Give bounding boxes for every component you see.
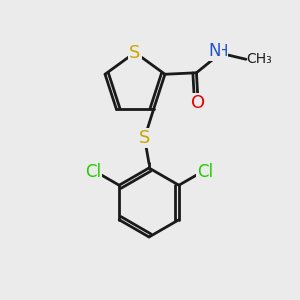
Text: H: H — [216, 44, 228, 59]
Text: N: N — [208, 42, 221, 60]
Text: S: S — [129, 44, 141, 62]
Text: CH₃: CH₃ — [247, 52, 272, 66]
Text: S: S — [139, 129, 150, 147]
Text: Cl: Cl — [197, 163, 213, 181]
Text: Cl: Cl — [85, 163, 101, 181]
Text: O: O — [191, 94, 205, 112]
